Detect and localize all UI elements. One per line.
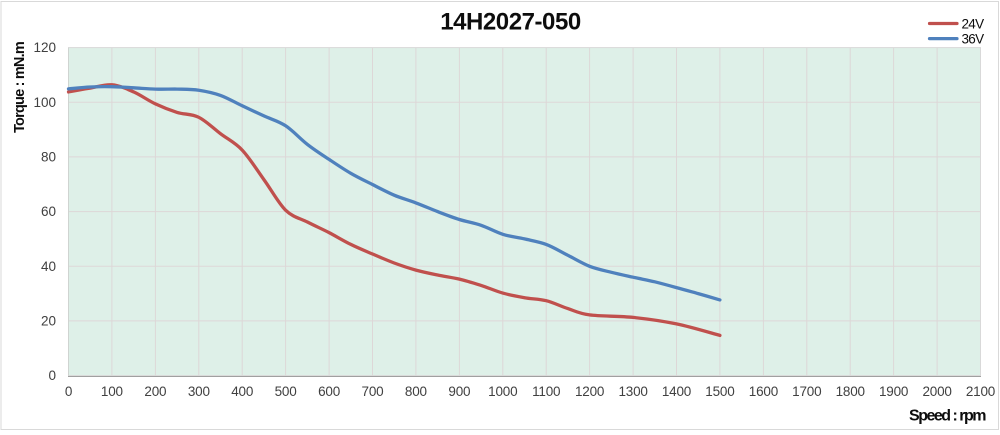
- svg-text:1700: 1700: [792, 384, 821, 399]
- svg-text:40: 40: [41, 259, 56, 274]
- svg-text:600: 600: [318, 384, 340, 399]
- svg-text:1300: 1300: [618, 384, 647, 399]
- svg-text:200: 200: [144, 384, 166, 399]
- svg-text:Speed : rpm: Speed : rpm: [909, 408, 986, 425]
- svg-text:500: 500: [275, 384, 297, 399]
- svg-text:2100: 2100: [966, 384, 995, 399]
- svg-text:120: 120: [33, 40, 56, 55]
- svg-text:80: 80: [41, 149, 56, 164]
- svg-text:100: 100: [101, 384, 123, 399]
- svg-text:100: 100: [33, 95, 56, 110]
- svg-text:0: 0: [48, 368, 56, 383]
- svg-text:60: 60: [41, 204, 56, 219]
- svg-text:900: 900: [448, 384, 470, 399]
- svg-text:2000: 2000: [922, 384, 951, 399]
- svg-text:300: 300: [188, 384, 210, 399]
- svg-text:20: 20: [41, 313, 56, 328]
- svg-text:400: 400: [231, 384, 253, 399]
- svg-text:1600: 1600: [749, 384, 778, 399]
- svg-text:1900: 1900: [879, 384, 908, 399]
- svg-text:700: 700: [362, 384, 384, 399]
- svg-text:Torque : mN.m: Torque : mN.m: [12, 42, 28, 133]
- svg-text:0: 0: [65, 384, 72, 399]
- svg-text:1800: 1800: [836, 384, 865, 399]
- svg-text:24V: 24V: [962, 16, 985, 31]
- svg-text:1000: 1000: [488, 384, 517, 399]
- svg-text:1100: 1100: [532, 384, 560, 399]
- svg-text:800: 800: [405, 384, 427, 399]
- svg-text:1500: 1500: [705, 384, 734, 399]
- svg-text:36V: 36V: [962, 31, 985, 46]
- svg-text:1200: 1200: [575, 384, 604, 399]
- svg-text:1400: 1400: [662, 384, 691, 399]
- svg-text:14H2027-050: 14H2027-050: [440, 9, 581, 36]
